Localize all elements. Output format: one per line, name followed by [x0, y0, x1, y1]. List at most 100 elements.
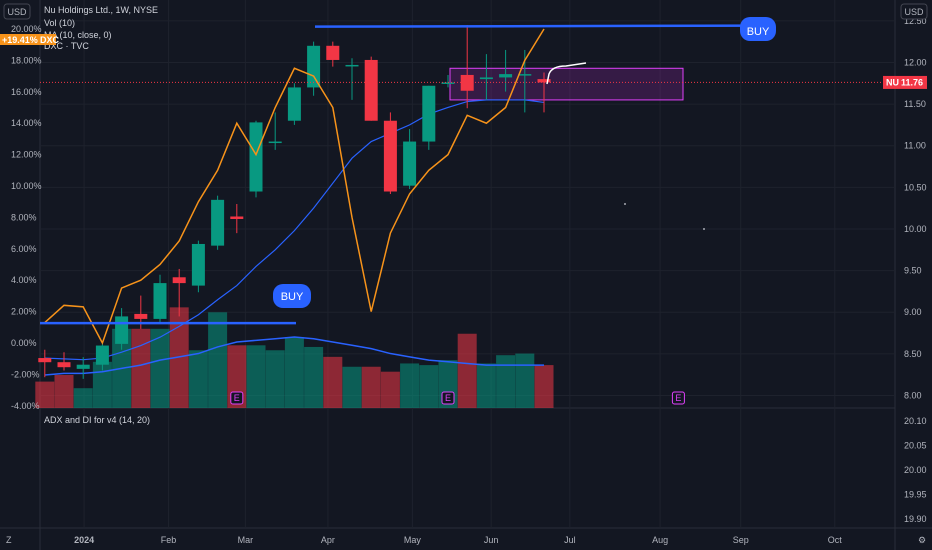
price-tick-label: 12.50 [904, 16, 927, 26]
candle-body [422, 85, 436, 142]
candle-body [460, 74, 474, 91]
volume-bar [419, 365, 439, 408]
timezone-icon[interactable]: Z [6, 535, 12, 545]
candle-body [307, 45, 321, 88]
price-tick-label: 9.50 [904, 266, 922, 276]
time-tick-label: Apr [321, 535, 335, 545]
price-axis[interactable]: 12.50 12.00 11.50 11.00 10.50 10.00 9.50 9.00 8.… [904, 16, 927, 401]
price-tag-value: 11.76 [901, 77, 923, 87]
volume-bar [361, 366, 381, 408]
price-tick-label: 10.50 [904, 182, 927, 192]
candle-body [499, 74, 513, 78]
candle-body [38, 358, 52, 363]
buy-callout-upper[interactable]: BUY [740, 17, 776, 41]
percent-tick-label: 10.00% [11, 181, 42, 191]
freehand-arrow-annotation[interactable] [546, 62, 587, 85]
price-ma-line [44, 99, 545, 361]
earnings-marker-icon[interactable] [441, 391, 455, 405]
percent-tick-label: 0.00% [11, 338, 37, 348]
percent-tick-label: -2.00% [11, 369, 40, 379]
earnings-marker-label: E [445, 393, 451, 403]
candle-body [115, 316, 129, 344]
vertical-gridlines [83, 0, 836, 528]
candle-body [57, 362, 71, 368]
stray-dot [624, 203, 626, 205]
price-tick-label: 10.00 [904, 224, 927, 234]
percent-tick-label: 2.00% [11, 307, 37, 317]
candle-body [364, 59, 378, 121]
volume-bar [457, 333, 477, 408]
volume-bar [342, 366, 362, 408]
current-price-tag: NU 11.76 [883, 75, 927, 89]
volume-bar [284, 337, 304, 408]
time-tick-label: Oct [828, 535, 843, 545]
stray-dot [703, 228, 705, 230]
candle-body [249, 122, 263, 192]
adx-tick-label: 20.00 [904, 465, 927, 475]
earnings-marker-label: E [234, 393, 240, 403]
candle-body [326, 45, 340, 60]
currency-left-label: USD [7, 7, 27, 17]
candle-body [403, 141, 417, 186]
volume-bar [534, 365, 554, 408]
adx-tick-label: 19.95 [904, 490, 927, 500]
vol-legend: Vol (10) [44, 18, 75, 28]
time-tick-label: Jul [564, 535, 576, 545]
percent-axis[interactable]: 20.00% 18.00% 16.00% 14.00% 12.00% 10.00% 8.00… [11, 24, 42, 411]
settings-icon[interactable]: ⚙ [918, 535, 926, 545]
currency-button-left[interactable]: USD [3, 3, 31, 20]
percent-tick-label: 20.00% [11, 24, 42, 34]
candle-body [537, 79, 551, 83]
percent-tick-label: 4.00% [11, 275, 37, 285]
percent-tick-label: 8.00% [11, 212, 37, 222]
adx-axis[interactable]: 20.10 20.05 20.00 19.95 19.90 [904, 416, 927, 524]
earnings-marker-icon[interactable] [671, 391, 685, 405]
time-tick-label: 2024 [74, 535, 94, 545]
volume-bar [54, 375, 74, 408]
dxc-compare-line [44, 28, 545, 345]
earnings-marker-icon[interactable] [230, 391, 244, 405]
volume-bar [265, 350, 285, 408]
volume-bar [188, 350, 208, 408]
buy-callout-lower[interactable]: BUY [273, 284, 311, 308]
candle-body [518, 74, 532, 76]
volume-bar [92, 361, 112, 408]
percent-tick-label: -4.00% [11, 401, 40, 411]
price-tick-label: 8.00 [904, 391, 922, 401]
candle-body [95, 345, 109, 365]
range-box-annotation[interactable] [449, 67, 684, 101]
percent-tick-label: 16.00% [11, 87, 42, 97]
volume-bar [323, 356, 343, 408]
currency-button-right[interactable]: USD [900, 3, 928, 20]
time-axis[interactable]: 2024 Feb Mar Apr May Jun Jul Aug Sep Oct [74, 535, 842, 545]
price-tick-label: 12.00 [904, 57, 927, 67]
candle-body [191, 243, 205, 286]
currency-right-label: USD [904, 7, 924, 17]
volume-bar [208, 312, 228, 408]
adx-tick-label: 20.10 [904, 416, 927, 426]
volume-bar [246, 345, 266, 408]
time-tick-label: Jun [484, 535, 499, 545]
buy-label-upper: BUY [747, 26, 770, 38]
time-tick-label: Sep [733, 535, 749, 545]
price-tick-label: 9.00 [904, 307, 922, 317]
candle-body [153, 283, 167, 319]
candle-body [345, 64, 359, 67]
candlesticks [38, 24, 551, 379]
dxc-change-badge: +19.41% DXC [0, 34, 60, 45]
volume-bar [496, 355, 516, 408]
ma-legend: MA (10, close, 0) [44, 30, 112, 40]
candle-body [230, 216, 244, 219]
price-tick-label: 11.50 [904, 99, 926, 109]
dxc-tag: DXC [40, 35, 60, 45]
candle-body [76, 364, 90, 369]
candle-body [211, 199, 225, 246]
buy-trendline-upper[interactable] [314, 24, 763, 28]
dxc-change-value: +19.41% [2, 35, 38, 45]
dxc-legend: DXC · TVC [44, 41, 89, 51]
time-tick-label: Feb [161, 535, 177, 545]
symbol-title: Nu Holdings Ltd., 1W, NYSE [44, 5, 158, 15]
volume-bar [73, 388, 93, 408]
